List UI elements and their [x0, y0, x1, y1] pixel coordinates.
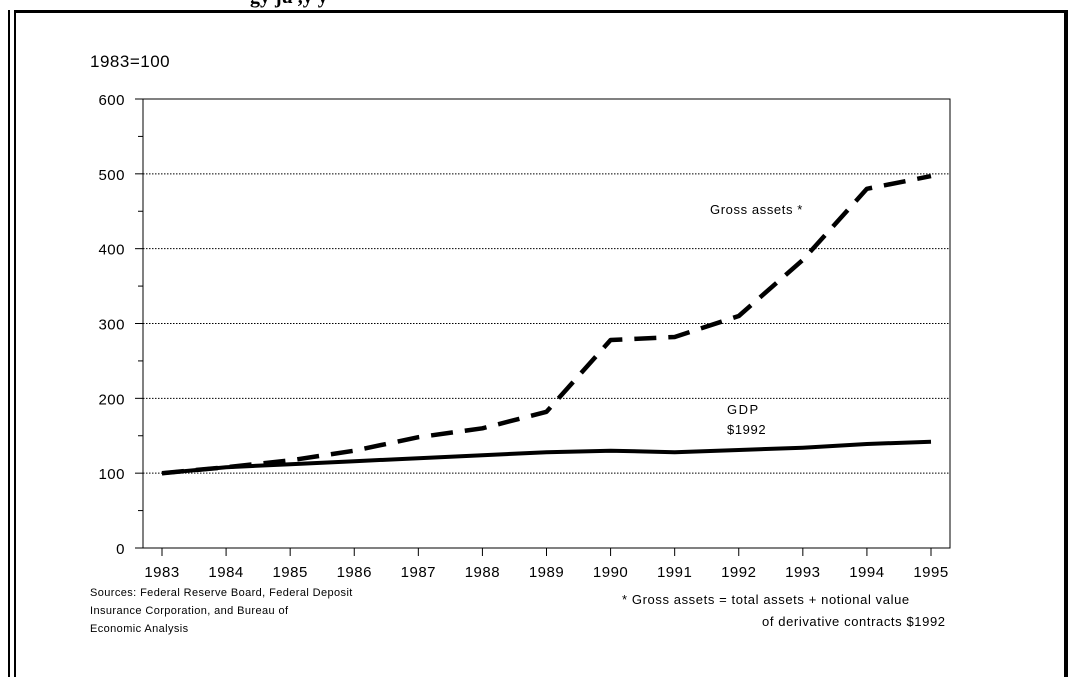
- frame-left-inner: [14, 10, 16, 677]
- x-tick-label-1987: 1987: [401, 564, 436, 581]
- gross-assets-line: [161, 173, 932, 476]
- y-ticks: 0 100 200 300 400 500 600: [98, 92, 143, 558]
- gdp-label-line1: GDP: [727, 402, 760, 417]
- y-tick-label-500: 500: [98, 167, 125, 184]
- frame-right: [1064, 10, 1068, 677]
- gdp-label-line2: $1992: [727, 422, 766, 437]
- footnote-line-1: * Gross assets = total assets + notional…: [622, 592, 910, 607]
- x-ticks: 1983 1984 1985 1986 1987 1988 1989 1990 1991 1992…: [144, 548, 948, 581]
- sources-line-2: Insurance Corporation, and Bureau of: [90, 605, 289, 617]
- x-tick-label-1990: 1990: [593, 564, 628, 581]
- x-tick-label-1993: 1993: [785, 564, 820, 581]
- x-tick-label-1989: 1989: [529, 564, 564, 581]
- x-tick-label-1991: 1991: [657, 564, 692, 581]
- frame-top: [14, 10, 1068, 13]
- x-tick-label-1995: 1995: [913, 564, 948, 581]
- y-tick-label-200: 200: [98, 391, 125, 408]
- grid-lines: [143, 173, 950, 474]
- footnote-line-2: of derivative contracts $1992: [762, 614, 946, 629]
- sources-line-1: Sources: Federal Reserve Board, Federal …: [90, 587, 353, 599]
- gdp-line: [161, 439, 932, 476]
- x-tick-label-1983: 1983: [144, 564, 179, 581]
- y-tick-label-400: 400: [98, 242, 125, 259]
- x-tick-label-1988: 1988: [465, 564, 500, 581]
- y-tick-label-600: 600: [98, 92, 125, 109]
- frame-left-outer: [8, 10, 10, 677]
- y-unit-label: 1983=100: [90, 52, 171, 71]
- series-lines: [161, 173, 932, 476]
- x-tick-label-1992: 1992: [721, 564, 756, 581]
- x-tick-label-1994: 1994: [849, 564, 884, 581]
- gross-assets-label: Gross assets *: [710, 202, 803, 217]
- x-tick-label-1984: 1984: [208, 564, 243, 581]
- sources-line-3: Economic Analysis: [90, 623, 189, 635]
- y-tick-label-300: 300: [98, 317, 125, 334]
- sources-note: Sources: Federal Reserve Board, Federal …: [90, 584, 353, 638]
- x-tick-label-1986: 1986: [337, 564, 372, 581]
- x-tick-label-1985: 1985: [272, 564, 307, 581]
- y-tick-label-0: 0: [116, 541, 125, 558]
- cut-off-title: gy ju ,y y: [250, 0, 328, 9]
- y-tick-label-100: 100: [98, 466, 125, 483]
